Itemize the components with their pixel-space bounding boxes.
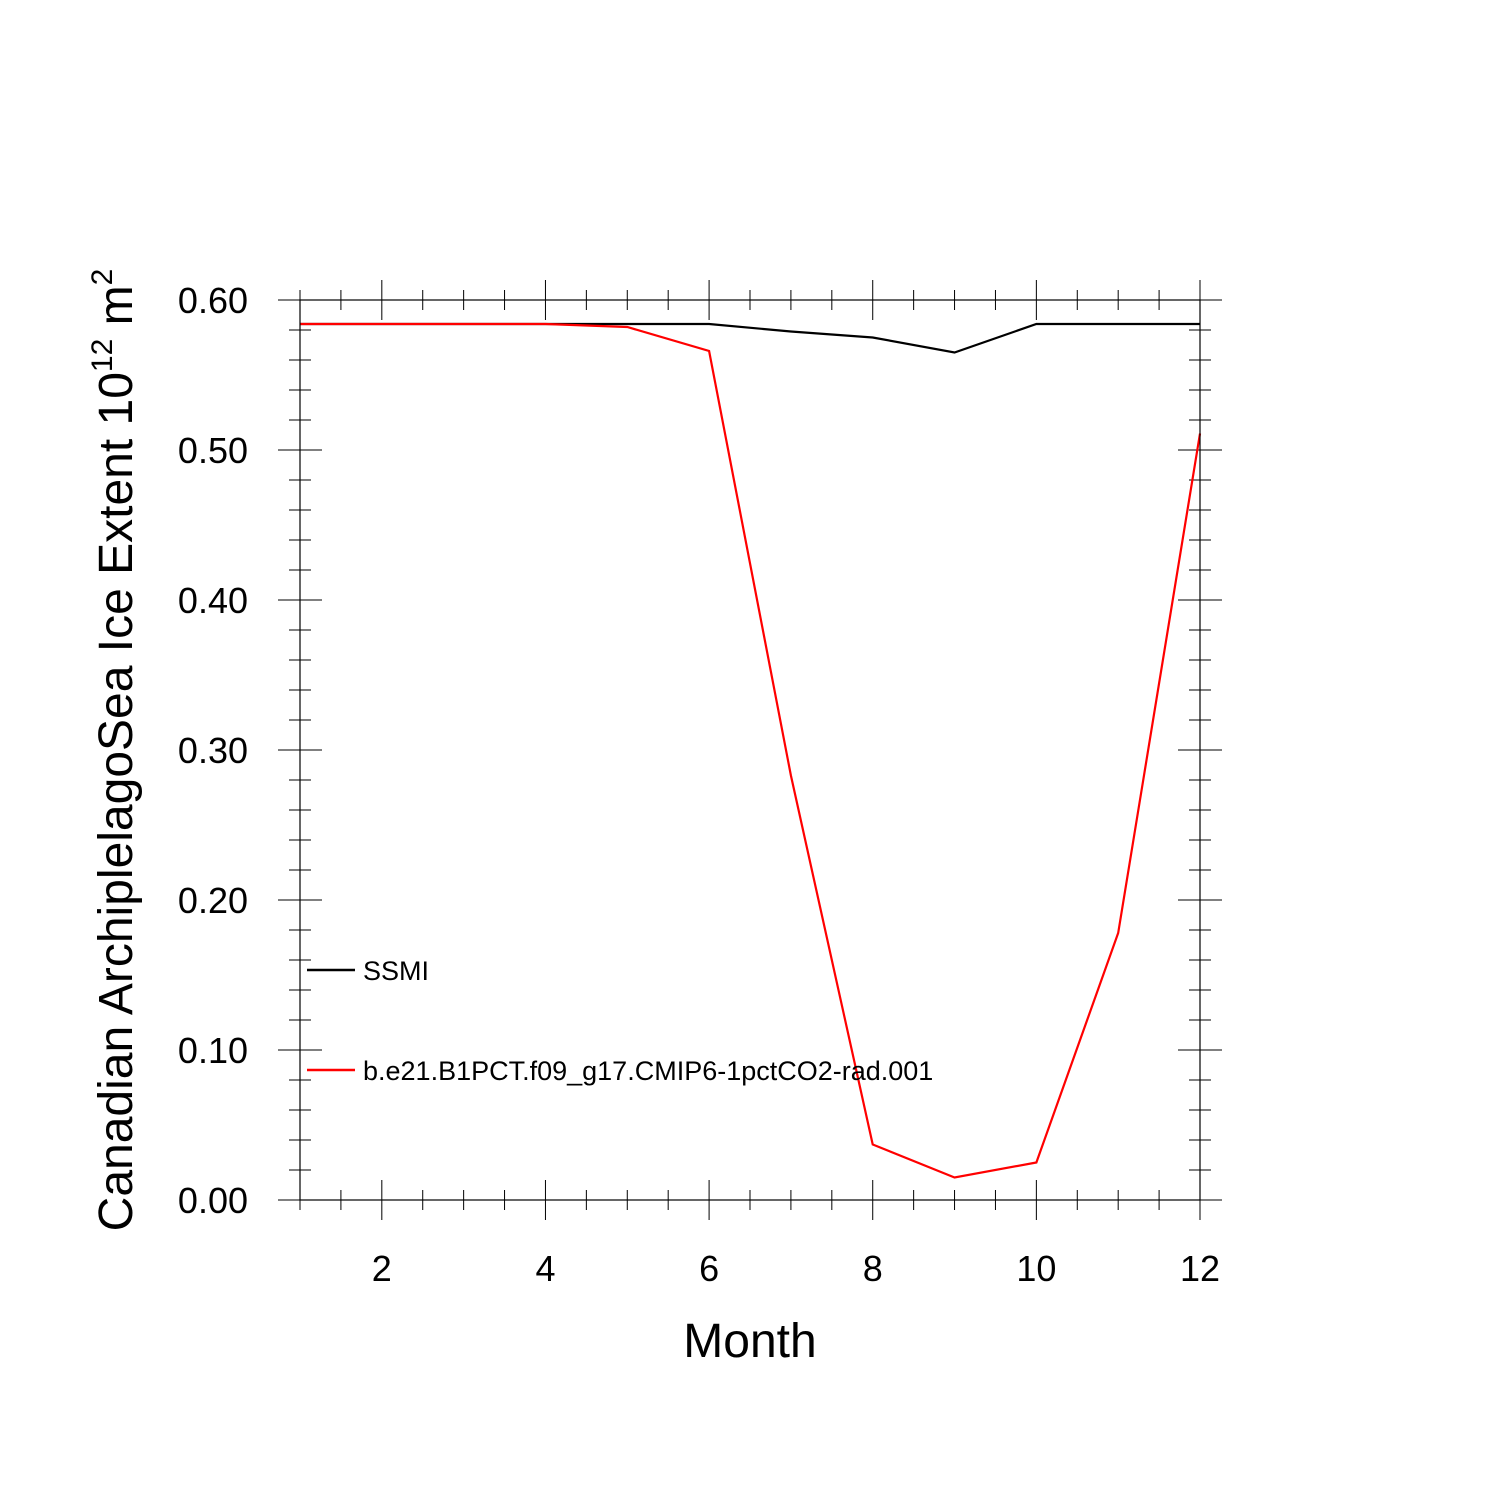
legend: SSMI b.e21.B1PCT.f09_g17.CMIP6-1pctCO2-r…	[307, 956, 933, 1086]
legend-label-model: b.e21.B1PCT.f09_g17.CMIP6-1pctCO2-rad.00…	[363, 1056, 933, 1086]
y-tick-label: 0.60	[178, 280, 248, 321]
legend-label-ssmi: SSMI	[363, 956, 429, 986]
y-tick-label: 0.10	[178, 1030, 248, 1071]
x-tick-label: 4	[535, 1248, 555, 1289]
series-line-model	[300, 322, 1202, 1179]
x-tick-label: 12	[1180, 1248, 1220, 1289]
y-tick-label: 0.50	[178, 430, 248, 471]
plot-frame	[299, 299, 1201, 1201]
series-lines	[300, 322, 1202, 1179]
y-tick-label: 0.20	[178, 880, 248, 921]
y-tick-label: 0.30	[178, 730, 248, 771]
x-axis-title: Month	[683, 1315, 816, 1368]
series-line-ssmi	[300, 322, 1200, 354]
x-tick-labels: 2 4 6 8 10 12	[372, 1248, 1220, 1289]
x-tick-label: 6	[699, 1248, 719, 1289]
y-tick-labels: 0.00 0.10 0.20 0.30 0.40 0.50 0.60	[178, 280, 248, 1221]
x-tick-label: 10	[1016, 1248, 1056, 1289]
y-tick-label: 0.00	[178, 1180, 248, 1221]
x-tick-label: 2	[372, 1248, 392, 1289]
y-axis-title: Canadian ArchiplelagoSea Ice Extent 1012…	[86, 269, 143, 1232]
y-tick-label: 0.40	[178, 580, 248, 621]
x-tick-label: 8	[863, 1248, 883, 1289]
